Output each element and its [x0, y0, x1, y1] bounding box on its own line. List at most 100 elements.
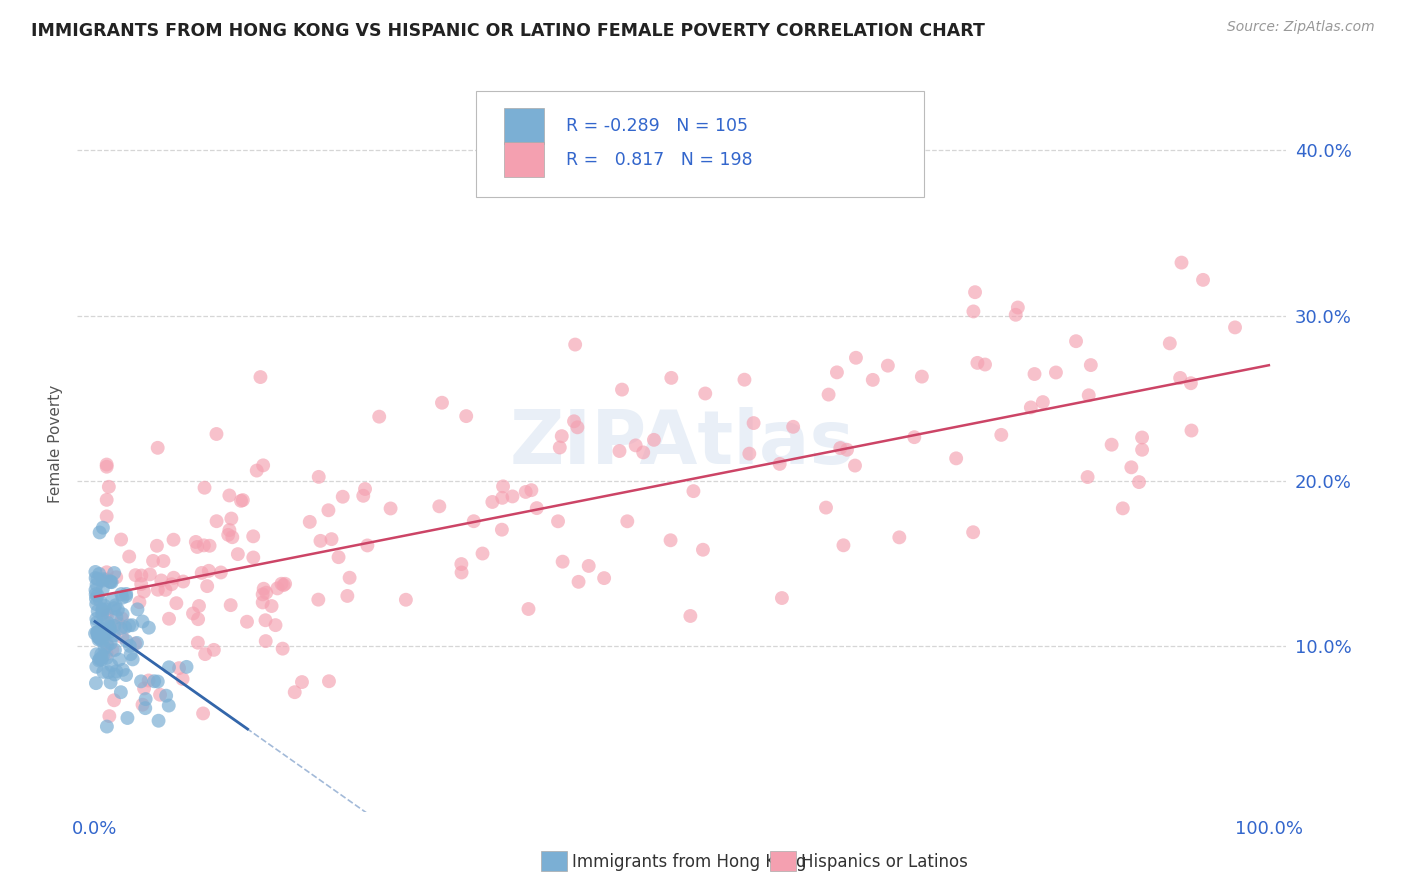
- Point: [148, 714, 170, 728]
- Point: [1064, 334, 1087, 349]
- Point: [103, 693, 125, 707]
- Point: [187, 612, 209, 626]
- Point: [695, 386, 717, 401]
- Text: Source: ZipAtlas.com: Source: ZipAtlas.com: [1227, 20, 1375, 34]
- Point: [157, 660, 180, 674]
- Point: [307, 592, 329, 607]
- Point: [90, 633, 112, 648]
- Point: [111, 607, 134, 622]
- Point: [103, 629, 125, 643]
- Point: [114, 620, 136, 634]
- Point: [117, 711, 139, 725]
- Point: [110, 533, 132, 547]
- Point: [118, 549, 141, 564]
- Point: [98, 709, 121, 723]
- Point: [564, 337, 586, 351]
- Point: [616, 514, 638, 528]
- Point: [96, 607, 118, 622]
- Point: [193, 481, 215, 495]
- Point: [817, 387, 839, 401]
- Point: [86, 572, 108, 586]
- Point: [89, 631, 111, 645]
- Point: [271, 641, 294, 656]
- Point: [659, 371, 682, 385]
- Point: [253, 582, 276, 596]
- Point: [94, 640, 117, 655]
- Point: [91, 665, 114, 679]
- Point: [562, 414, 585, 428]
- Point: [1128, 475, 1150, 489]
- Point: [86, 604, 108, 618]
- Point: [336, 589, 359, 603]
- Point: [205, 514, 228, 528]
- Point: [115, 587, 138, 601]
- Point: [103, 566, 125, 580]
- Point: [844, 458, 866, 473]
- Point: [298, 515, 321, 529]
- Point: [1024, 367, 1046, 381]
- Point: [103, 601, 125, 615]
- Point: [96, 606, 118, 620]
- Point: [91, 649, 114, 664]
- Point: [86, 660, 108, 674]
- Point: [1032, 395, 1054, 409]
- Point: [97, 480, 120, 494]
- Point: [157, 698, 180, 713]
- Point: [152, 554, 174, 568]
- Point: [86, 578, 108, 592]
- Point: [111, 611, 134, 625]
- Point: [770, 591, 793, 605]
- Point: [491, 523, 513, 537]
- Point: [321, 532, 343, 546]
- Point: [309, 533, 332, 548]
- Point: [218, 523, 240, 537]
- Point: [738, 447, 761, 461]
- Point: [96, 651, 118, 665]
- Point: [132, 681, 155, 696]
- Point: [226, 547, 249, 561]
- Point: [96, 636, 118, 650]
- Point: [643, 433, 665, 447]
- Point: [395, 592, 418, 607]
- Point: [682, 484, 704, 499]
- Point: [110, 685, 132, 699]
- Point: [121, 652, 143, 666]
- Point: [97, 615, 120, 630]
- Point: [1045, 366, 1067, 380]
- Point: [1168, 371, 1191, 385]
- Point: [146, 582, 169, 597]
- Point: [193, 538, 215, 552]
- Point: [249, 370, 271, 384]
- Point: [221, 530, 243, 544]
- Point: [86, 589, 108, 603]
- Point: [98, 625, 121, 640]
- Point: [264, 618, 287, 632]
- Point: [84, 587, 107, 601]
- Point: [835, 442, 858, 457]
- Point: [254, 634, 277, 648]
- Point: [129, 577, 152, 591]
- Point: [118, 618, 141, 632]
- Point: [149, 688, 172, 702]
- Point: [548, 441, 571, 455]
- Point: [1077, 388, 1099, 402]
- Text: Immigrants from Hong Kong: Immigrants from Hong Kong: [572, 853, 807, 871]
- Point: [966, 356, 988, 370]
- Point: [610, 383, 633, 397]
- Point: [876, 359, 898, 373]
- Point: [198, 564, 221, 578]
- Point: [93, 627, 115, 641]
- Point: [1080, 358, 1102, 372]
- Point: [96, 458, 118, 472]
- Point: [1112, 501, 1135, 516]
- Point: [91, 572, 114, 586]
- Point: [101, 643, 124, 657]
- Text: R = -0.289   N = 105: R = -0.289 N = 105: [565, 117, 748, 135]
- Point: [101, 592, 124, 607]
- Point: [190, 566, 212, 580]
- Point: [172, 672, 194, 686]
- Point: [593, 571, 616, 585]
- Point: [205, 427, 228, 442]
- Point: [567, 574, 589, 589]
- Point: [146, 539, 169, 553]
